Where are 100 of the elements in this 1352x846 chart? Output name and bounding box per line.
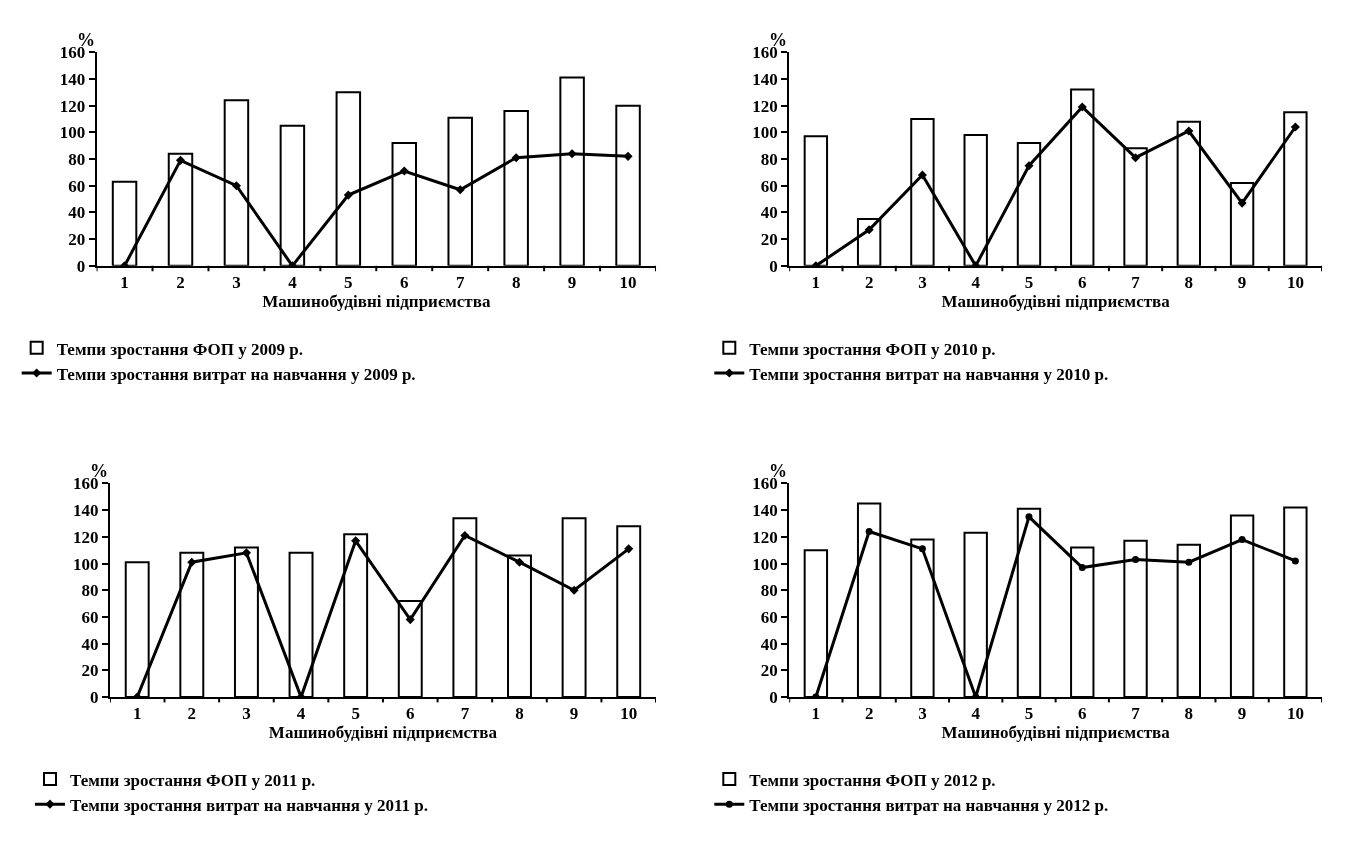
legend-label: Темпи зростання витрат на навчання у 2009 р. [56,364,416,384]
x-tick-label: 3 [242,704,251,724]
legend-label: Темпи зростання ФОП у 2011 р. [69,770,316,790]
point [231,181,241,191]
x-tick-label: 4 [971,704,981,724]
x-tick-label: 3 [232,273,241,293]
x-tick-label: 1 [120,273,129,293]
legend-label: Темпи зростання витрат на навчання у 2012 р. [749,795,1109,815]
x-tick-label: 6 [406,704,415,724]
point [1290,122,1300,132]
point [624,544,634,554]
point [1024,161,1034,171]
y-tick-label: 40 [68,203,86,223]
y-tick-label: 60 [760,607,778,627]
x-axis-title: Машинобудівні підприємства [268,723,498,743]
x-axis-title: Машинобудівні підприємства [941,292,1171,312]
legend-label: Темпи зростання витрат на навчання у 2010 р. [749,364,1109,384]
x-tick-label: 9 [569,704,579,724]
point [460,530,470,541]
x-tick-label: 7 [460,704,470,724]
y-tick-label: 120 [73,527,99,547]
point [1077,102,1087,112]
y-tick-label: 80 [760,581,778,601]
y-tick-label: 0 [769,687,778,707]
point [1185,558,1193,566]
point [241,548,251,558]
x-tick-label: 8 [511,273,521,293]
y-tick-label: 120 [752,527,778,547]
x-axis-title: Машинобудівні підприємства [262,292,491,312]
x-tick-label: 10 [1286,704,1304,724]
y-tick-label: 0 [90,687,99,707]
point [567,149,577,159]
x-tick-label: 6 [400,273,409,293]
x-tick-label: 7 [1131,273,1141,293]
y-tick-label: 0 [76,256,86,276]
point [351,536,361,546]
y-tick-label: 0 [769,256,778,276]
legend-label: Темпи зростання ФОП у 2010 р. [749,339,996,359]
point [399,166,409,176]
point [455,185,465,195]
point [1025,513,1033,521]
x-axis-title: Машинобудівні підприємства [941,723,1171,743]
legend-label: Темпи зростання витрат на навчання у 2011 р. [69,795,428,815]
x-tick-label: 7 [455,273,465,293]
point [865,528,873,536]
x-tick-label: 9 [567,273,577,293]
point [1238,536,1246,544]
y-tick-label: 100 [73,554,99,574]
point [405,615,415,625]
y-tick-label: 140 [752,69,778,89]
x-tick-label: 1 [132,704,142,724]
y-tick-label: 80 [760,149,778,169]
y-tick-label: 60 [81,607,99,627]
y-tick-label: 40 [760,634,778,654]
y-tick-label: 60 [760,176,778,196]
point [175,155,186,165]
y-tick-label: 40 [760,203,778,223]
x-tick-label: 8 [515,704,524,724]
point [1237,198,1247,208]
point [1130,153,1141,163]
point [1132,556,1140,564]
x-tick-label: 6 [1078,273,1087,293]
x-tick-label: 3 [918,704,927,724]
x-tick-label: 8 [1184,273,1194,293]
legend-label: Темпи зростання ФОП у 2009 р. [56,339,303,359]
point [1078,564,1086,572]
y-tick-label: 40 [81,634,99,654]
x-tick-label: 9 [1237,704,1247,724]
x-tick-label: 8 [1184,704,1194,724]
point [864,225,874,235]
x-tick-label: 7 [1131,704,1141,724]
y-tick-label: 140 [73,501,99,521]
y-tick-label: 120 [752,96,778,116]
x-tick-label: 2 [864,704,874,724]
y-tick-label: 120 [59,96,86,116]
x-tick-label: 2 [176,273,185,293]
x-tick-label: 10 [1286,273,1304,293]
y-tick-label: 140 [752,501,778,521]
point [343,190,353,200]
y-tick-label: 80 [68,149,86,169]
point [918,545,926,553]
x-tick-label: 2 [864,273,874,293]
point [511,153,521,163]
y-tick-label: 100 [752,123,778,143]
x-tick-label: 4 [296,704,306,724]
x-tick-label: 10 [620,704,638,724]
x-tick-label: 4 [971,273,981,293]
y-tick-label: 80 [81,581,99,601]
x-tick-label: 4 [288,273,298,293]
x-tick-label: 1 [811,704,821,724]
point [1291,557,1299,565]
x-tick-label: 5 [351,704,360,724]
y-tick-label: 20 [81,661,99,681]
x-tick-label: 5 [344,273,353,293]
y-tick-label: 140 [59,69,86,89]
point [623,151,633,161]
point [569,585,579,595]
x-tick-label: 6 [1078,704,1087,724]
point [917,170,927,180]
point [1184,126,1194,136]
